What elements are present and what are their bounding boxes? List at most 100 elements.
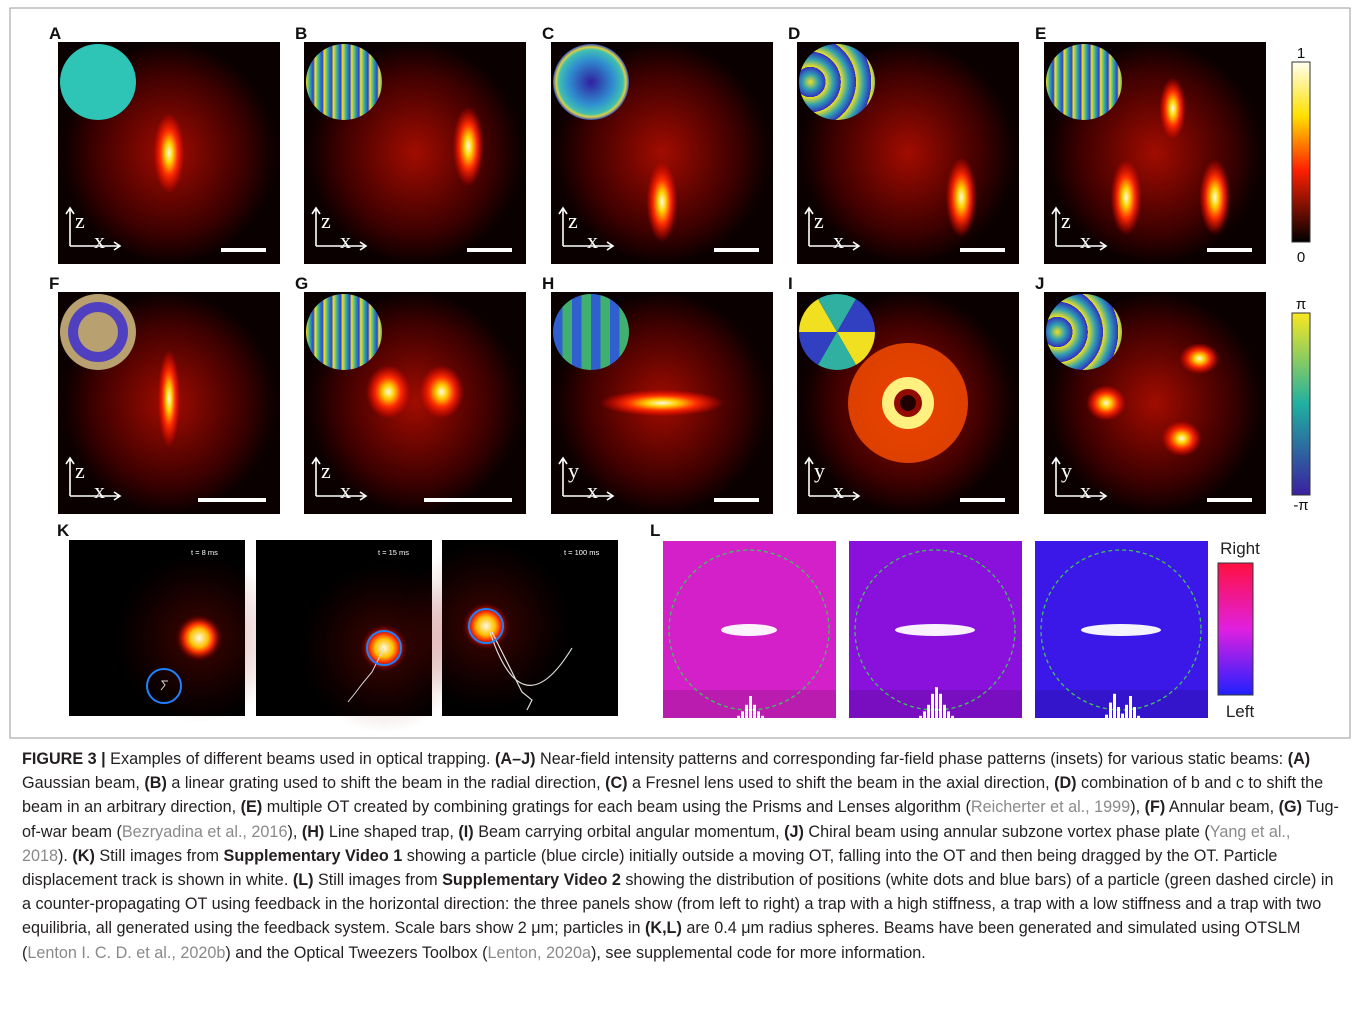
caption-run: (L) (293, 871, 314, 889)
panel-letter: F (49, 274, 59, 293)
caption-run[interactable]: Reicherter et al., 1999 (971, 798, 1130, 816)
caption-run: Examples of different beams used in opti… (106, 750, 495, 768)
histogram-bar (951, 716, 954, 718)
inset-phase (306, 44, 382, 120)
histogram-bar (947, 711, 950, 718)
caption-run: ), see supplemental code for more inform… (591, 944, 926, 962)
inset-phase (306, 294, 382, 370)
histogram-bar (1113, 694, 1116, 718)
caption-run[interactable]: Bezryadina et al., 2016 (122, 823, 288, 841)
caption-run: ), (1130, 798, 1144, 816)
histogram-bar (749, 696, 752, 718)
axis-label: x (94, 478, 105, 503)
caption-run: Supplementary Video 1 (224, 847, 403, 865)
colorbar-label: 1 (1297, 45, 1305, 62)
axis-label: y (568, 458, 579, 483)
colorbar (1218, 563, 1253, 695)
histogram-bar (745, 705, 748, 718)
beam-spot (600, 390, 724, 417)
caption-run: Chiral beam using annular subzone vortex… (804, 823, 1210, 841)
histogram-bar (931, 694, 934, 718)
beam-spot (1111, 160, 1142, 235)
caption-run: a linear grating used to shift the beam … (167, 774, 605, 792)
histogram-bar (923, 711, 926, 718)
axis-label: x (833, 478, 844, 503)
beam-spot (453, 106, 484, 186)
axis-label: z (75, 208, 85, 233)
caption-run: ), (287, 823, 301, 841)
axis-label: z (1061, 208, 1071, 233)
caption-run: (I) (458, 823, 473, 841)
caption-run: (G) (1279, 798, 1302, 816)
colorbar (1292, 62, 1310, 242)
caption-run: Still images from (313, 871, 442, 889)
inset-phase (553, 294, 629, 370)
histogram-bar (1105, 715, 1108, 718)
caption-run: (E) (241, 798, 263, 816)
caption-run: ) and the Optical Tweezers Toolbox ( (225, 944, 487, 962)
beam-spot (1199, 160, 1230, 235)
inset-phase (1046, 44, 1122, 120)
inset-phase (78, 312, 118, 352)
axis-label: z (321, 458, 331, 483)
beam-core (900, 395, 916, 411)
panel-letter: L (650, 521, 660, 540)
beam-spot (153, 113, 184, 193)
frame-time: t = 15 ms (378, 548, 409, 557)
histogram-bar (1121, 714, 1124, 718)
histogram-bar (1125, 705, 1128, 718)
axis-label: z (814, 208, 824, 233)
position-cloud (895, 624, 975, 636)
panel-letter: K (57, 521, 70, 540)
caption-run: Gaussian beam, (22, 774, 144, 792)
axis-label: z (568, 208, 578, 233)
histogram-bar (761, 716, 764, 718)
colorbar-label: 0 (1297, 249, 1305, 266)
histogram-bar (757, 711, 760, 718)
colorbar-label: Left (1226, 702, 1255, 721)
caption: FIGURE 3 | Examples of different beams u… (22, 747, 1340, 965)
caption-run[interactable]: Lenton, 2020a (488, 944, 592, 962)
caption-run: Line shaped trap, (324, 823, 458, 841)
caption-run: Near-field intensity patterns and corres… (536, 750, 1288, 768)
trap-spot (460, 600, 512, 652)
panel-letter: H (542, 274, 554, 293)
axis-label: z (75, 458, 85, 483)
panel-letter: D (788, 24, 800, 43)
beam-spot (366, 365, 410, 418)
caption-run: ). (58, 847, 72, 865)
caption-run: (K) (72, 847, 94, 865)
panel-letter: A (49, 24, 61, 43)
histogram-bar (741, 711, 744, 718)
caption-run: FIGURE 3 | (22, 750, 106, 768)
beam-spot (1086, 385, 1126, 421)
caption-run: (J) (784, 823, 804, 841)
page: zxAzxBzxCzxDzxEzxFzxGyxHyxIyxJ10π-πKt = … (0, 0, 1358, 1013)
histogram-bar (1129, 696, 1132, 718)
position-cloud (721, 624, 777, 636)
beam-spot (946, 157, 977, 237)
caption-run: Annular beam, (1165, 798, 1278, 816)
caption-run: a Fresnel lens used to shift the beam in… (628, 774, 1055, 792)
axis-label: z (321, 208, 331, 233)
position-cloud (1081, 624, 1161, 636)
histogram-bar (935, 687, 938, 718)
caption-run: (A) (1288, 750, 1310, 768)
axis-label: x (1080, 478, 1091, 503)
beam-spot (158, 350, 180, 448)
inset-phase (1046, 294, 1122, 370)
colorbar-label: π (1296, 296, 1306, 313)
caption-run: (H) (302, 823, 324, 841)
histogram-bar (943, 705, 946, 718)
caption-run: Supplementary Video 2 (442, 871, 621, 889)
histogram-bar (753, 705, 756, 718)
caption-run: (B) (144, 774, 166, 792)
panel-letter: C (542, 24, 554, 43)
histogram-bar (737, 716, 740, 718)
axis-label: x (833, 228, 844, 253)
caption-run[interactable]: Lenton I. C. D. et al., 2020b (27, 944, 225, 962)
beam-spot (1159, 78, 1186, 140)
axis-label: y (1061, 458, 1072, 483)
histogram-bar (1117, 707, 1120, 718)
